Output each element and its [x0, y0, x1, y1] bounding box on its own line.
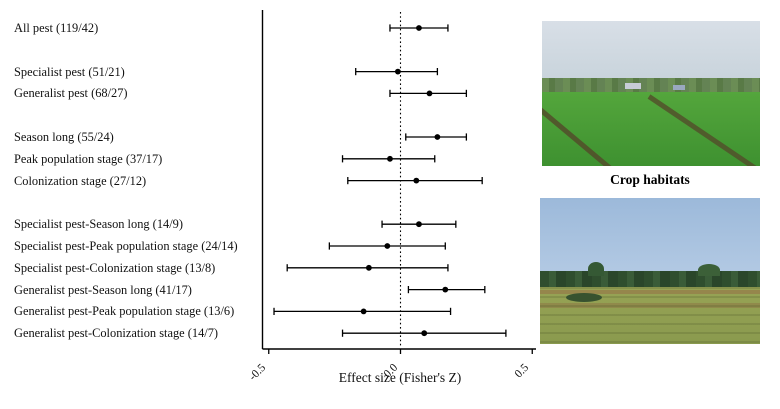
row-label: Specialist pest-Colonization stage (13/8…	[14, 260, 216, 275]
x-axis-title: Effect size (Fisher's Z)	[338, 370, 462, 385]
photo-bottom-bush	[566, 292, 603, 302]
row-label: Season long (55/24)	[14, 130, 114, 144]
row-label: Specialist pest-Peak population stage (2…	[14, 239, 238, 253]
photo-bottom-soil-streak	[540, 289, 760, 294]
row-label: Specialist pest (51/21)	[14, 64, 125, 79]
row-label: Colonization stage (27/12)	[14, 173, 147, 188]
point-estimate	[365, 264, 372, 271]
photo-top-building	[624, 83, 641, 90]
row-label: Generalist pest-Peak population stage (1…	[14, 304, 235, 319]
row-label: All pest (119/42)	[14, 21, 99, 35]
photo-bottom-soil-streak-2	[540, 303, 760, 309]
row-label: Generalist pest-Colonization stage (14/7…	[14, 326, 219, 341]
photo-bottom-tree-clump	[588, 262, 605, 277]
photo-top-sky	[542, 21, 760, 82]
photo-top-treeline	[542, 77, 760, 94]
row-label: Generalist pest (68/27)	[14, 86, 128, 101]
point-estimate	[426, 90, 433, 97]
point-estimate	[416, 25, 422, 31]
point-estimate	[387, 155, 393, 162]
point-estimate	[394, 68, 401, 75]
crop-field-photo-top	[542, 21, 760, 166]
point-estimate	[434, 134, 441, 140]
photo-bottom-sky	[540, 198, 760, 273]
photos-caption: Crop habitats	[610, 172, 690, 187]
photo-top-building-2	[672, 84, 685, 90]
photo-top-green-field	[542, 92, 760, 166]
point-estimate	[442, 286, 449, 293]
photo-bottom-tree-clump-2	[698, 263, 721, 276]
crop-field-photo-bottom	[540, 198, 760, 344]
row-label: Peak population stage (37/17)	[14, 151, 163, 166]
point-estimate	[360, 308, 367, 315]
point-estimate	[384, 243, 391, 249]
point-estimate	[416, 221, 422, 228]
point-estimate	[421, 330, 428, 337]
photo-bottom-treeline	[540, 271, 760, 288]
row-label: Specialist pest-Season long (14/9)	[14, 217, 183, 232]
point-estimate	[413, 177, 420, 184]
row-label: Generalist pest-Season long (41/17)	[14, 282, 192, 297]
